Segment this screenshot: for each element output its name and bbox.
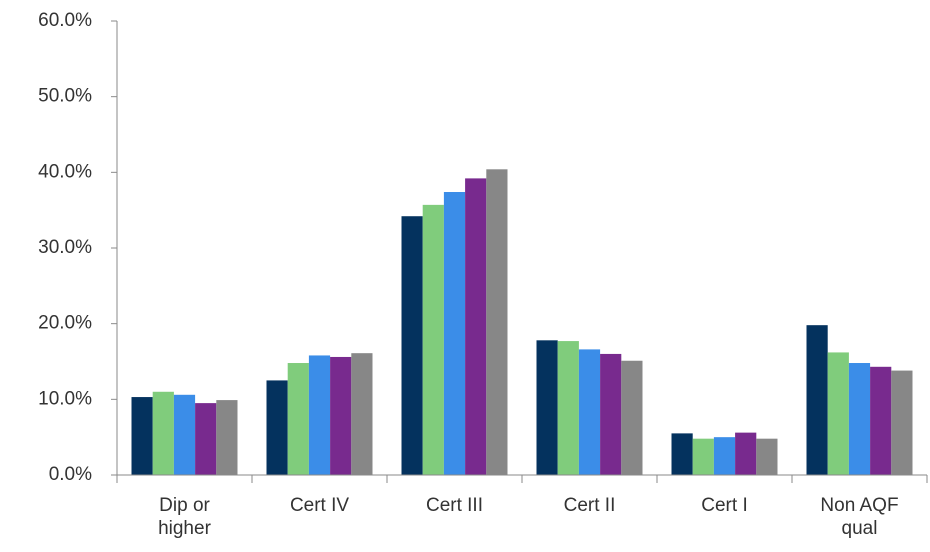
y-tick-label: 20.0% [38,313,92,334]
x-tick-label: Non AQF qual [820,495,899,539]
bar [308,355,331,475]
y-tick-label: 10.0% [38,388,92,409]
bar [600,353,622,475]
y-tick-label: 0.0% [49,464,92,485]
bar [486,169,508,475]
x-tick-label: Dip or higher [158,495,211,539]
bar [891,370,913,475]
bar [756,438,778,475]
bar [557,341,579,475]
bar [351,353,373,475]
bar [848,363,871,475]
bar [713,437,736,475]
y-tick-label: 50.0% [38,86,92,107]
bar [422,204,444,475]
x-tick-label: Cert III [425,495,483,516]
bar [173,394,196,475]
x-tick-label: Cert I [701,495,748,516]
x-tick-label: Cert IV [289,495,350,516]
bar [131,397,153,475]
bar [692,438,714,475]
bar [870,366,892,475]
bar [671,433,693,475]
bar [330,356,352,475]
bar [195,403,217,475]
bar [735,432,757,475]
bar [578,349,601,475]
bar [216,400,238,475]
bar [443,192,466,476]
bar [266,380,288,475]
bar [401,216,423,475]
bar [465,178,487,476]
bar [536,340,558,475]
bar [621,360,643,475]
bar [287,363,309,475]
y-tick-label: 60.0% [38,10,92,31]
y-tick-label: 30.0% [38,237,92,258]
bar [827,352,849,475]
bar [152,391,174,475]
y-tick-label: 40.0% [38,161,92,182]
x-tick-label: Cert II [563,495,616,516]
bar [806,325,828,475]
